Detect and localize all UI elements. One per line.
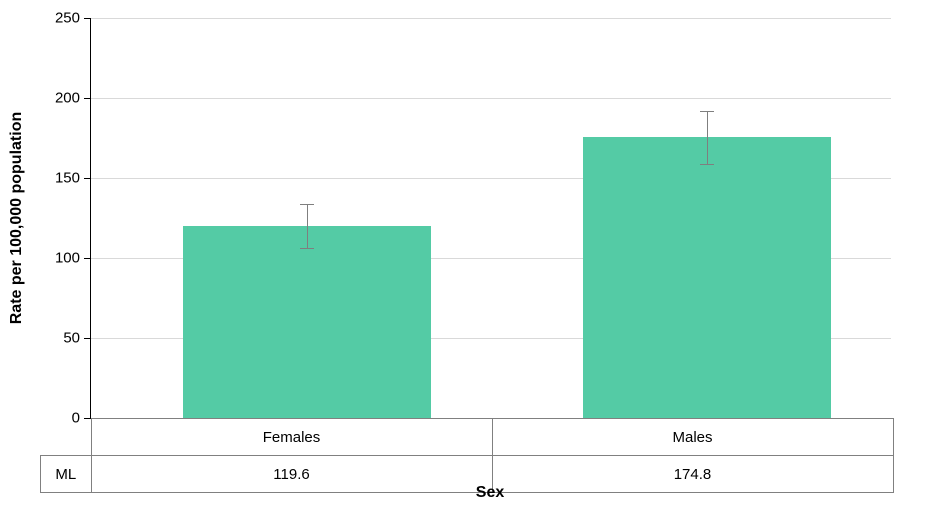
- y-tick: [84, 338, 90, 339]
- y-tick-label: 150: [55, 170, 80, 187]
- value-row: ML 119.6 174.8: [41, 456, 894, 493]
- x-axis-title: Sex: [476, 484, 504, 502]
- gridline: [91, 98, 891, 99]
- table-corner: [41, 419, 92, 456]
- y-tick-label: 50: [63, 330, 80, 347]
- category-row: Females Males: [41, 419, 894, 456]
- y-tick: [84, 418, 90, 419]
- bar-females: [183, 226, 431, 418]
- value-cell-females: 119.6: [91, 456, 492, 493]
- y-tick-label: 100: [55, 250, 80, 267]
- y-tick: [84, 18, 90, 19]
- value-cell-males: 174.8: [492, 456, 893, 493]
- bar-males: [583, 137, 831, 418]
- row-label: ML: [41, 456, 92, 493]
- y-tick-label: 250: [55, 10, 80, 27]
- y-tick: [84, 178, 90, 179]
- plot-area: [90, 18, 891, 419]
- y-tick: [84, 258, 90, 259]
- y-axis-title: Rate per 100,000 population: [8, 112, 26, 325]
- category-header-males: Males: [492, 419, 893, 456]
- data-table: Females Males ML 119.6 174.8: [40, 418, 894, 493]
- y-tick-label: 0: [72, 410, 80, 427]
- y-tick: [84, 98, 90, 99]
- chart-container: Rate per 100,000 population Females Male…: [0, 0, 930, 530]
- y-tick-label: 200: [55, 90, 80, 107]
- gridline: [91, 18, 891, 19]
- category-header-females: Females: [91, 419, 492, 456]
